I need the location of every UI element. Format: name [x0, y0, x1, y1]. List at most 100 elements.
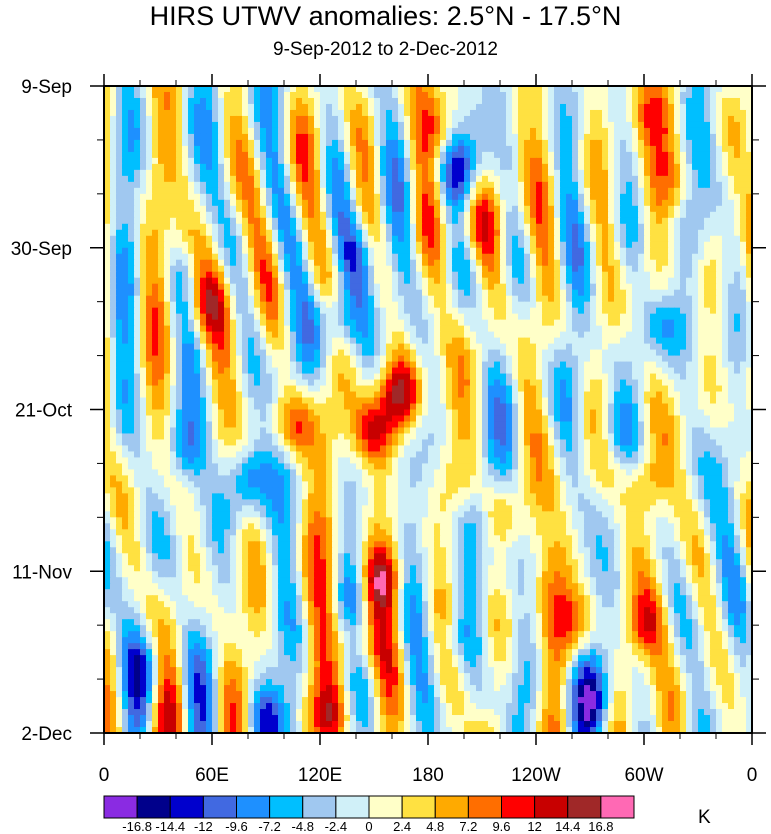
- heatmap-cell: [110, 103, 117, 111]
- heatmap-cell: [302, 127, 309, 135]
- heatmap-cell: [644, 211, 651, 219]
- heatmap-cell: [674, 349, 681, 357]
- heatmap-cell: [314, 211, 321, 219]
- heatmap-cell: [266, 349, 273, 357]
- heatmap-cell: [104, 241, 111, 249]
- heatmap-cell: [140, 349, 147, 357]
- heatmap-cell: [602, 181, 609, 189]
- heatmap-cell: [668, 181, 675, 189]
- heatmap-cell: [398, 91, 405, 99]
- heatmap-cell: [512, 121, 519, 129]
- heatmap-cell: [248, 181, 255, 189]
- heatmap-cell: [548, 253, 555, 261]
- heatmap-cell: [566, 343, 573, 351]
- heatmap-cell: [242, 241, 249, 249]
- heatmap-cell: [392, 133, 399, 141]
- heatmap-cell: [290, 127, 297, 135]
- heatmap-cell: [164, 355, 171, 363]
- heatmap-cell: [734, 247, 741, 255]
- heatmap-cell: [296, 103, 303, 111]
- heatmap-cell: [512, 97, 519, 105]
- heatmap-cell: [122, 241, 129, 249]
- heatmap-cell: [182, 97, 189, 105]
- heatmap-cell: [176, 253, 183, 261]
- heatmap-cell: [176, 187, 183, 195]
- heatmap-cell: [614, 265, 621, 273]
- heatmap-cell: [446, 229, 453, 237]
- heatmap-cell: [644, 283, 651, 291]
- heatmap-cell: [254, 283, 261, 291]
- heatmap-cell: [602, 247, 609, 255]
- heatmap-cell: [464, 289, 471, 297]
- heatmap-cell: [518, 295, 525, 303]
- heatmap-cell: [320, 193, 327, 201]
- heatmap-cell: [674, 181, 681, 189]
- heatmap-cell: [374, 217, 381, 225]
- heatmap-cell: [560, 133, 567, 141]
- heatmap-cell: [590, 337, 597, 345]
- heatmap-cell: [470, 86, 477, 93]
- heatmap-cell: [536, 301, 543, 309]
- heatmap-cell: [188, 103, 195, 111]
- heatmap-cell: [218, 301, 225, 309]
- heatmap-cell: [158, 277, 165, 285]
- heatmap-cell: [614, 151, 621, 159]
- heatmap-cell: [284, 295, 291, 303]
- heatmap-cell: [560, 223, 567, 231]
- heatmap-cell: [416, 127, 423, 135]
- heatmap-cell: [572, 217, 579, 225]
- heatmap-cell: [524, 169, 531, 177]
- heatmap-cell: [452, 139, 459, 147]
- heatmap-cell: [152, 295, 159, 303]
- heatmap-cell: [632, 247, 639, 255]
- heatmap-cell: [464, 217, 471, 225]
- heatmap-cell: [584, 163, 591, 171]
- heatmap-cell: [272, 91, 279, 99]
- heatmap-cell: [422, 355, 429, 363]
- heatmap-cell: [332, 271, 339, 279]
- heatmap-cell: [230, 307, 237, 315]
- heatmap-cell: [164, 343, 171, 351]
- heatmap-cell: [440, 187, 447, 195]
- heatmap-cell: [662, 181, 669, 189]
- heatmap-cell: [704, 109, 711, 117]
- heatmap-cell: [230, 97, 237, 105]
- heatmap-cell: [644, 289, 651, 297]
- heatmap-cell: [284, 283, 291, 291]
- heatmap-cell: [386, 145, 393, 153]
- heatmap-cell: [218, 361, 225, 369]
- heatmap-cell: [440, 157, 447, 165]
- heatmap-cell: [428, 181, 435, 189]
- heatmap-cell: [362, 319, 369, 327]
- heatmap-cell: [554, 133, 561, 141]
- heatmap-cell: [176, 145, 183, 153]
- heatmap-cell: [524, 295, 531, 303]
- heatmap-cell: [224, 103, 231, 111]
- heatmap-cell: [650, 103, 657, 111]
- heatmap-cell: [638, 115, 645, 123]
- heatmap-cell: [638, 307, 645, 315]
- heatmap-cell: [644, 313, 651, 321]
- heatmap-cell: [560, 319, 567, 327]
- heatmap-cell: [704, 205, 711, 213]
- heatmap-cell: [128, 217, 135, 225]
- heatmap-cell: [650, 133, 657, 141]
- heatmap-cell: [674, 355, 681, 363]
- heatmap-cell: [344, 265, 351, 273]
- heatmap-cell: [698, 109, 705, 117]
- heatmap-cell: [476, 109, 483, 117]
- heatmap-cell: [620, 301, 627, 309]
- heatmap-cell: [266, 355, 273, 363]
- heatmap-cell: [266, 301, 273, 309]
- heatmap-cell: [728, 109, 735, 117]
- heatmap-cell: [176, 247, 183, 255]
- heatmap-cell: [716, 355, 723, 363]
- heatmap-cell: [248, 229, 255, 237]
- heatmap-cell: [308, 283, 315, 291]
- heatmap-cell: [746, 139, 752, 147]
- heatmap-cell: [692, 127, 699, 135]
- heatmap-cell: [716, 265, 723, 273]
- heatmap-cell: [746, 283, 752, 291]
- heatmap-cell: [530, 187, 537, 195]
- heatmap-cell: [566, 103, 573, 111]
